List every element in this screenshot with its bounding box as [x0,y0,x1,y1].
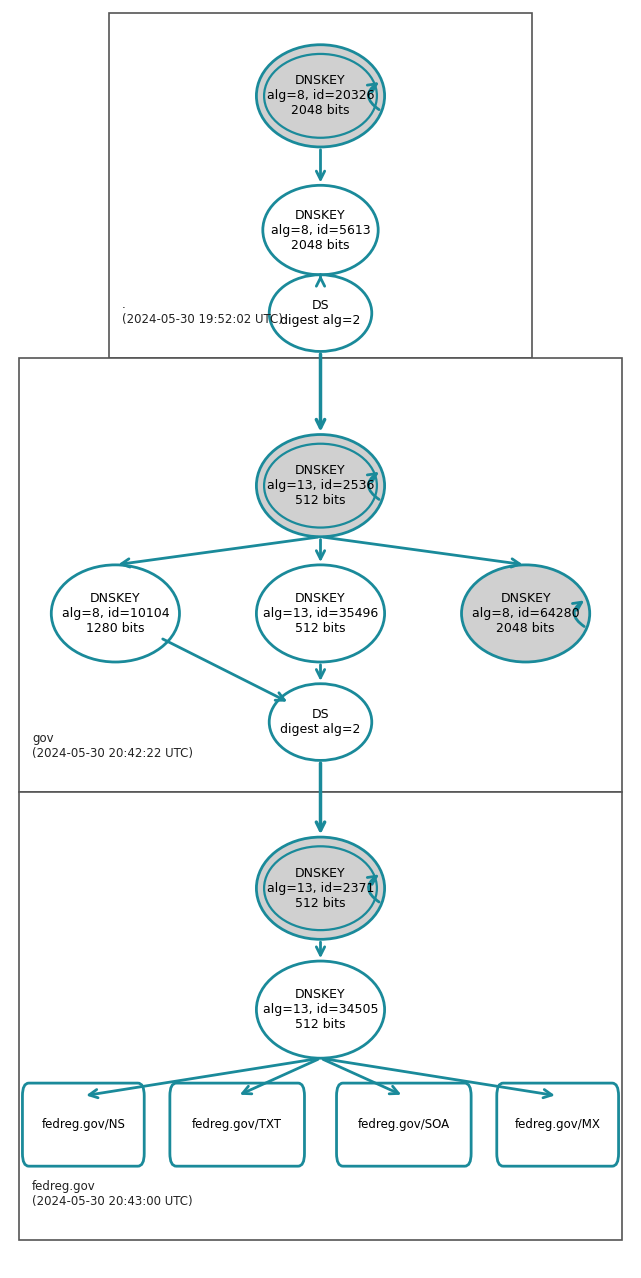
Text: DNSKEY
alg=8, id=64280
2048 bits: DNSKEY alg=8, id=64280 2048 bits [472,592,579,635]
Ellipse shape [51,565,179,662]
Text: DNSKEY
alg=8, id=10104
1280 bits: DNSKEY alg=8, id=10104 1280 bits [62,592,169,635]
Text: DNSKEY
alg=8, id=5613
2048 bits: DNSKEY alg=8, id=5613 2048 bits [271,208,370,252]
FancyBboxPatch shape [22,1082,144,1166]
Ellipse shape [256,435,385,537]
Text: DNSKEY
alg=13, id=2371
512 bits: DNSKEY alg=13, id=2371 512 bits [267,866,374,910]
Ellipse shape [269,275,372,351]
Ellipse shape [256,45,385,147]
Text: fedreg.gov
(2024-05-30 20:43:00 UTC): fedreg.gov (2024-05-30 20:43:00 UTC) [32,1180,193,1208]
Text: fedreg.gov/MX: fedreg.gov/MX [515,1118,601,1131]
Text: fedreg.gov/TXT: fedreg.gov/TXT [192,1118,282,1131]
Text: DNSKEY
alg=13, id=2536
512 bits: DNSKEY alg=13, id=2536 512 bits [267,464,374,507]
Text: DNSKEY
alg=13, id=35496
512 bits: DNSKEY alg=13, id=35496 512 bits [263,592,378,635]
FancyBboxPatch shape [170,1082,304,1166]
Text: fedreg.gov/NS: fedreg.gov/NS [42,1118,125,1131]
FancyBboxPatch shape [497,1082,619,1166]
Ellipse shape [462,565,590,662]
Text: gov
(2024-05-30 20:42:22 UTC): gov (2024-05-30 20:42:22 UTC) [32,732,193,760]
FancyBboxPatch shape [337,1082,471,1166]
Text: DNSKEY
alg=8, id=20326
2048 bits: DNSKEY alg=8, id=20326 2048 bits [267,74,374,118]
FancyBboxPatch shape [19,792,622,1240]
Text: fedreg.gov/SOA: fedreg.gov/SOA [358,1118,450,1131]
Ellipse shape [256,837,385,939]
Ellipse shape [256,565,385,662]
Ellipse shape [263,185,378,275]
Text: DNSKEY
alg=13, id=34505
512 bits: DNSKEY alg=13, id=34505 512 bits [263,988,378,1031]
Text: .
(2024-05-30 19:52:02 UTC): . (2024-05-30 19:52:02 UTC) [122,298,283,326]
Text: DS
digest alg=2: DS digest alg=2 [280,708,361,736]
Ellipse shape [256,961,385,1058]
Ellipse shape [269,684,372,760]
FancyBboxPatch shape [19,358,622,792]
Text: DS
digest alg=2: DS digest alg=2 [280,299,361,327]
FancyBboxPatch shape [109,13,532,358]
